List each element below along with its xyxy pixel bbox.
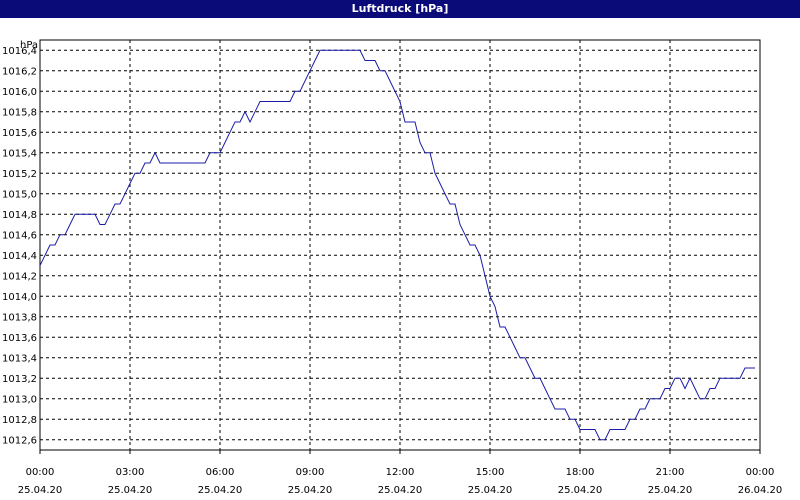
y-tick-label: 1015,2: [2, 169, 37, 180]
y-tick-label: 1013,4: [2, 353, 37, 364]
x-tick-date: 25.04.20: [288, 485, 333, 496]
x-tick-time: 06:00: [206, 467, 235, 478]
x-tick-time: 00:00: [746, 467, 775, 478]
x-tick-labels: 00:00 25.04.20 03:00 25.04.20 06:00 25.04.20 0…: [18, 467, 783, 496]
y-tick-label: 1013,2: [2, 374, 37, 385]
plot-frame: [39, 39, 761, 451]
x-tick-time: 03:00: [116, 467, 145, 478]
y-tick-labels: 1012,6 1012,8 1013,0 1013,2 1013,4 1013,6 1013…: [2, 46, 37, 447]
y-tick-label: 1016,4: [2, 46, 37, 57]
axes: [39, 39, 761, 454]
y-tick-label: 1015,6: [2, 128, 37, 139]
x-tick-time: 00:00: [26, 467, 55, 478]
window-title: Luftdruck [hPa]: [0, 0, 800, 18]
y-tick-label: 1014,2: [2, 271, 37, 282]
y-tick-label: 1016,2: [2, 66, 37, 77]
x-tick-time: 15:00: [476, 467, 505, 478]
x-tick-date: 25.04.20: [108, 485, 153, 496]
series-line: [39, 49, 755, 441]
grid-lines: [40, 40, 760, 450]
x-tick-date: 25.04.20: [378, 485, 423, 496]
y-axis-unit: hPa: [20, 40, 38, 51]
x-tick-date: 25.04.20: [198, 485, 243, 496]
y-tick-label: 1014,4: [2, 251, 37, 262]
y-tick-label: 1014,6: [2, 230, 37, 241]
y-tick-label: 1013,8: [2, 312, 37, 323]
x-tick-time: 09:00: [296, 467, 325, 478]
x-tick-time: 18:00: [566, 467, 595, 478]
y-tick-label: 1013,0: [2, 394, 37, 405]
y-tick-label: 1013,6: [2, 333, 37, 344]
y-tick-label: 1012,6: [2, 435, 37, 446]
x-tick-date: 25.04.20: [558, 485, 603, 496]
y-tick-label: 1014,8: [2, 210, 37, 221]
x-tick-time: 12:00: [386, 467, 415, 478]
y-tick-label: 1015,4: [2, 148, 37, 159]
pressure-chart: 1012,6 1012,8 1013,0 1013,2 1013,4 1013,6 1013…: [2, 39, 783, 496]
y-tick-label: 1014,0: [2, 292, 37, 303]
x-tick-date: 25.04.20: [468, 485, 513, 496]
y-tick-label: 1015,0: [2, 189, 37, 200]
y-tick-label: 1015,8: [2, 107, 37, 118]
y-tick-label: 1012,8: [2, 415, 37, 426]
y-tick-label: 1016,0: [2, 87, 37, 98]
series-layer: [39, 49, 755, 441]
x-tick-date: 25.04.20: [648, 485, 693, 496]
x-tick-time: 21:00: [656, 467, 685, 478]
x-tick-date: 25.04.20: [18, 485, 63, 496]
x-tick-date: 26.04.20: [738, 485, 783, 496]
